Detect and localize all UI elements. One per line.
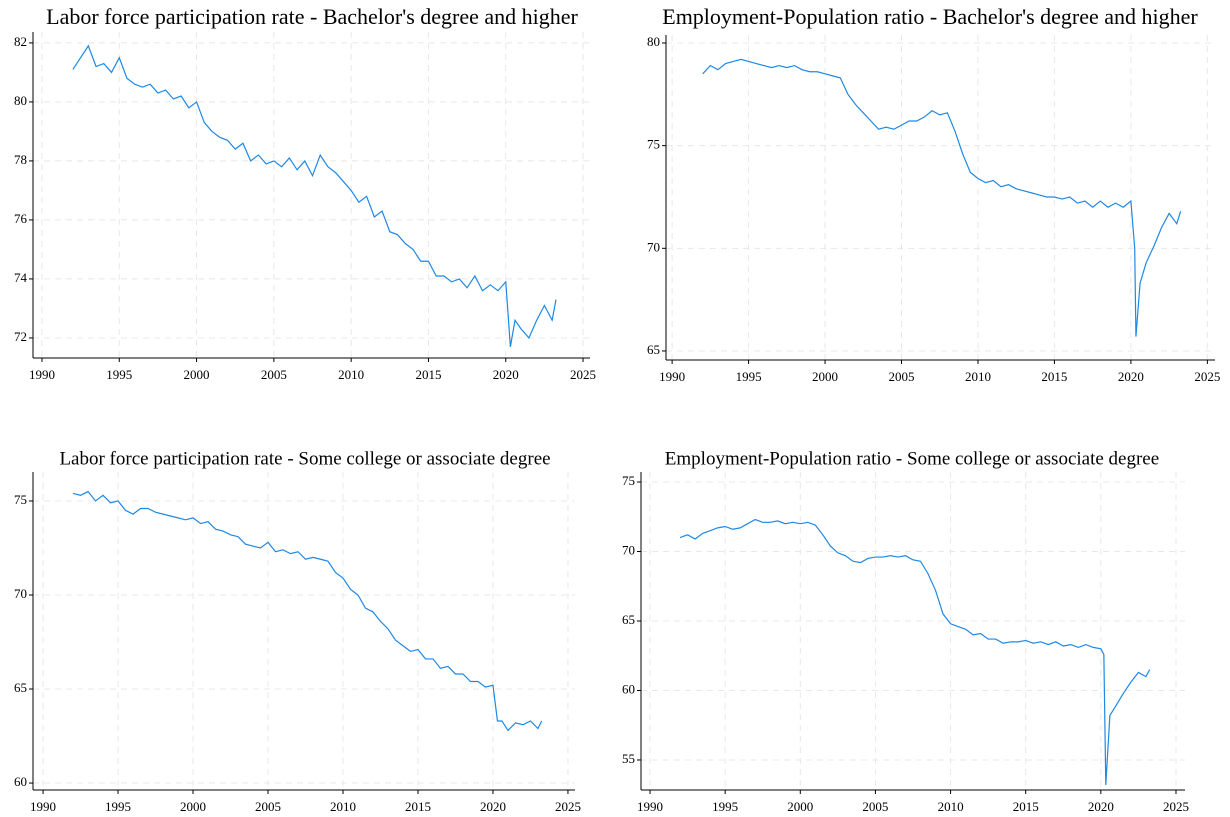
x-tick-label: 2005	[862, 799, 888, 814]
y-tick-label: 76	[14, 211, 28, 226]
y-tick-label: 75	[647, 137, 660, 152]
x-tick-label: 2020	[493, 367, 519, 382]
x-tick-label: 2005	[889, 369, 915, 384]
x-tick-label: 2000	[787, 799, 813, 814]
x-tick-label: 2010	[338, 367, 364, 382]
y-tick-label: 70	[14, 586, 27, 601]
y-tick-label: 65	[14, 680, 27, 695]
x-tick-label: 2025	[1163, 799, 1189, 814]
chart-title: Employment-Population ratio - Some colle…	[665, 448, 1159, 469]
y-tick-label: 60	[14, 774, 27, 789]
x-tick-label: 1995	[105, 799, 131, 814]
x-tick-label: 1995	[106, 367, 132, 382]
x-tick-label: 2005	[261, 367, 287, 382]
x-tick-label: 2005	[255, 799, 281, 814]
y-tick-label: 78	[14, 152, 27, 167]
y-tick-label: 70	[647, 239, 660, 254]
y-tick-label: 74	[14, 270, 28, 285]
x-tick-label: 2025	[1194, 369, 1220, 384]
y-tick-label: 72	[14, 329, 27, 344]
x-tick-label: 2015	[1013, 799, 1039, 814]
y-tick-label: 82	[14, 34, 27, 49]
data-line	[72, 44, 557, 347]
y-tick-label: 65	[647, 342, 660, 357]
x-tick-label: 2010	[965, 369, 991, 384]
x-tick-label: 2020	[1088, 799, 1114, 814]
y-tick-label: 80	[14, 93, 27, 108]
y-tick-label: 80	[647, 34, 660, 49]
x-tick-label: 2000	[812, 369, 838, 384]
x-tick-label: 2015	[405, 799, 431, 814]
x-tick-label: 1995	[712, 799, 738, 814]
y-tick-label: 65	[622, 612, 635, 627]
x-tick-label: 2015	[415, 367, 441, 382]
chart-title: Labor force participation rate - Bachelo…	[46, 4, 578, 29]
x-tick-label: 1990	[659, 369, 685, 384]
y-tick-label: 60	[622, 681, 635, 696]
x-tick-label: 2010	[330, 799, 356, 814]
x-tick-label: 2020	[480, 799, 506, 814]
data-line	[702, 58, 1182, 337]
y-tick-label: 75	[14, 492, 27, 507]
x-tick-label: 2020	[1118, 369, 1144, 384]
x-tick-label: 1990	[29, 367, 55, 382]
chart-title: Labor force participation rate - Some co…	[59, 448, 550, 469]
x-tick-label: 1990	[30, 799, 56, 814]
chart-title: Employment-Population ratio - Bachelor's…	[662, 4, 1198, 29]
x-tick-label: 1990	[637, 799, 663, 814]
x-tick-label: 2015	[1041, 369, 1067, 384]
data-line	[72, 490, 543, 732]
x-tick-label: 2025	[570, 367, 596, 382]
y-tick-label: 55	[622, 751, 635, 766]
x-tick-label: 2000	[180, 799, 206, 814]
data-line	[679, 518, 1151, 786]
x-tick-label: 2010	[938, 799, 964, 814]
x-tick-label: 1995	[736, 369, 762, 384]
x-tick-label: 2025	[555, 799, 581, 814]
x-tick-label: 2000	[184, 367, 210, 382]
y-tick-label: 75	[622, 473, 635, 488]
y-tick-label: 70	[622, 542, 635, 557]
